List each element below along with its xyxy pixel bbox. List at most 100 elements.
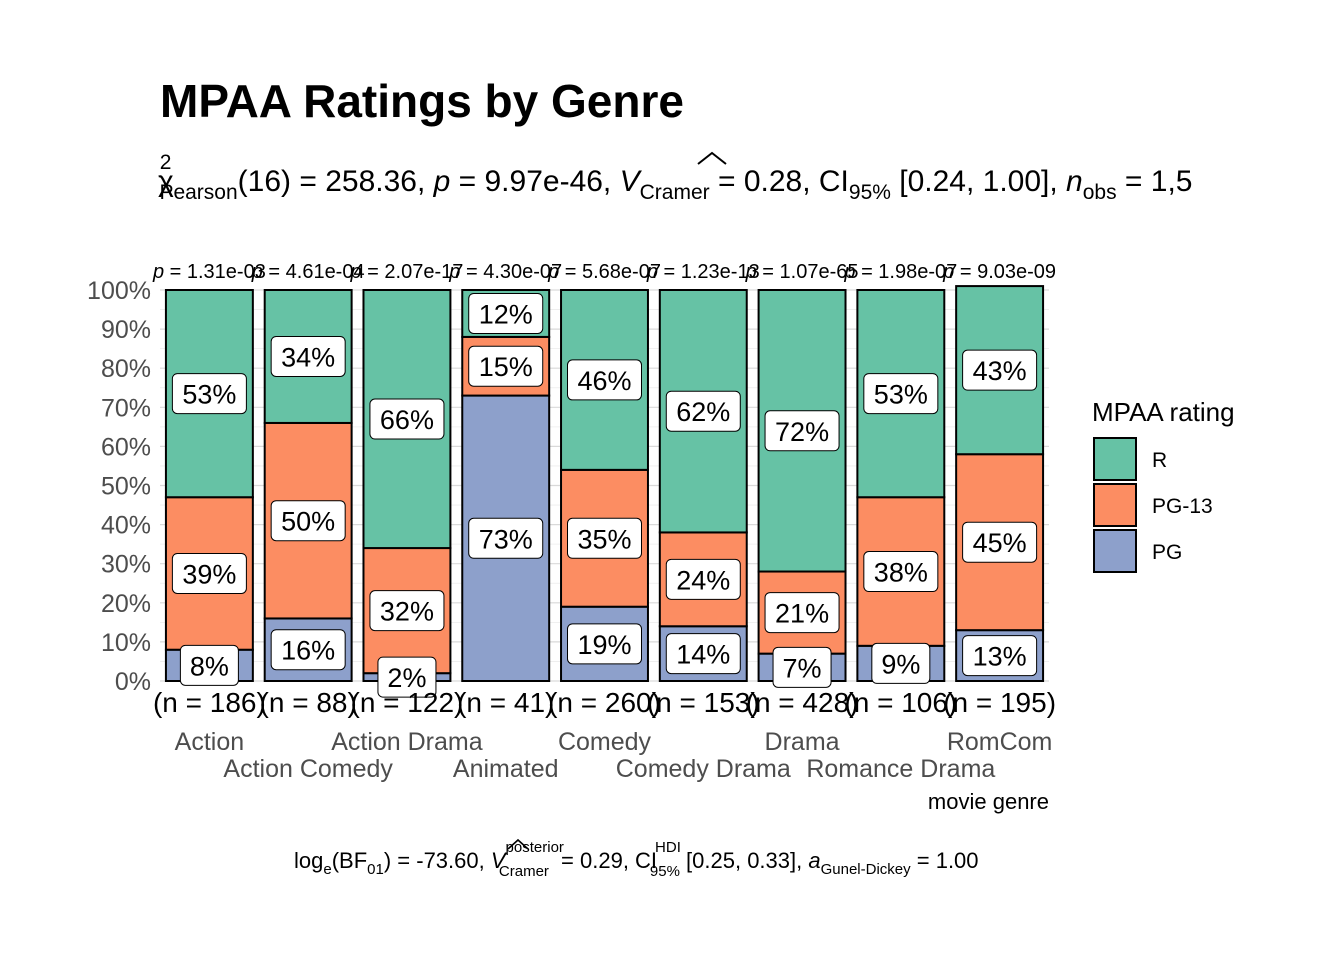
data-label: 53%	[874, 380, 928, 410]
data-label: 14%	[676, 640, 730, 670]
n-value: = 1,5	[1117, 165, 1193, 198]
bars: 8% 39% 53% 16% 50% 34% 2% 32% 66% 73% 15% 12% 19% 35%…	[164, 285, 1045, 698]
subtitle-text: χ2 Pearson(16) = 258.36, p = 9.97e-46, VC…	[158, 151, 1193, 204]
x-tick-label: Action	[175, 728, 244, 756]
p-label-value: = 9.03e-09	[954, 261, 1056, 283]
v-superscript: posterior	[506, 839, 564, 856]
chi-statistic: (16) = 258.36,	[238, 165, 434, 198]
y-tick-label: 40%	[101, 512, 151, 540]
legend-swatch	[1093, 529, 1137, 573]
count-label: (n = 88)	[260, 687, 357, 718]
v-value: = 0.29, CI	[555, 848, 657, 873]
p-value-label: p = 4.30e-07	[448, 261, 562, 283]
data-label-box	[369, 590, 445, 632]
data-label-box	[962, 521, 1038, 563]
legend-swatch	[1093, 437, 1137, 481]
data-label: 32%	[380, 597, 434, 627]
chi-symbol: χ	[158, 165, 174, 198]
p-symbol: p	[433, 165, 451, 198]
y-tick-label: 50%	[101, 473, 151, 501]
v-subscript: Cramer	[499, 863, 549, 880]
data-label-box	[369, 398, 445, 440]
data-label-box	[863, 551, 939, 593]
data-label-box	[270, 500, 346, 542]
p-label-value: = 1.31e-03	[164, 261, 266, 283]
data-label: 45%	[973, 528, 1027, 558]
p-label-value: = 2.07e-17	[362, 261, 464, 283]
p-value-label: p = 2.07e-17	[350, 261, 464, 283]
bf-value: ) = -73.60,	[384, 848, 491, 873]
x-tick-label: Action Comedy	[223, 755, 393, 783]
data-label-box	[171, 552, 247, 594]
legend-swatch	[1093, 483, 1137, 527]
p-value-label: p = 5.68e-07	[547, 261, 661, 283]
y-tick-label: 100%	[87, 277, 151, 305]
data-label-box	[270, 335, 346, 377]
data-label: 12%	[479, 299, 533, 329]
p-label-value: = 1.07e-65	[757, 261, 859, 283]
data-label-box	[962, 635, 1038, 677]
data-label: 34%	[281, 342, 335, 372]
chi-subscript: Pearson	[159, 181, 237, 204]
caption-text: loge(BF01) = -73.60, Vposterior Cramer = …	[294, 839, 979, 880]
x-tick-label: Romance Drama	[806, 755, 995, 783]
y-tick-label: 30%	[101, 551, 151, 579]
y-tick-label: 10%	[101, 629, 151, 657]
n-symbol: n	[1066, 165, 1083, 198]
data-label: 19%	[577, 630, 631, 660]
data-label-box	[665, 558, 741, 600]
chart-caption: loge(BF01) = -73.60, Vposterior Cramer = …	[294, 838, 979, 880]
data-label: 16%	[281, 636, 335, 666]
x-tick-label: Action Drama	[331, 728, 483, 756]
p-label-value: = 1.98e-07	[856, 261, 958, 283]
data-label: 24%	[676, 565, 730, 595]
x-axis-title: movie genre	[928, 789, 1049, 814]
count-label: (n = 195)	[943, 687, 1056, 718]
p-label-symbol: p	[251, 261, 263, 283]
p-label-symbol: p	[745, 261, 757, 283]
count-label: (n = 186)	[153, 687, 266, 718]
data-label-box	[468, 345, 544, 387]
x-tick-label: RomCom	[947, 728, 1053, 756]
p-label-symbol: p	[843, 261, 855, 283]
data-label-box	[468, 517, 544, 559]
v-value: = 0.28, CI	[710, 165, 849, 198]
data-label-box	[665, 390, 741, 432]
legend-label: R	[1152, 449, 1167, 472]
ci-value: [0.25, 0.33],	[680, 848, 808, 873]
data-label: 73%	[479, 524, 533, 554]
x-tick-label: Animated	[453, 755, 559, 783]
data-label: 15%	[479, 352, 533, 382]
y-tick-label: 90%	[101, 316, 151, 344]
data-label: 66%	[380, 405, 434, 435]
data-label: 39%	[182, 559, 236, 589]
count-label: (n = 41)	[457, 687, 554, 718]
legend-label: PG-13	[1152, 495, 1213, 518]
p-label-symbol: p	[547, 261, 559, 283]
p-value-label: p = 1.31e-03	[152, 261, 266, 283]
count-label: (n = 122)	[351, 687, 464, 718]
y-axis: 0% 10% 20% 30% 40% 50% 60% 70% 80% 90% 100%	[87, 277, 151, 696]
ci-value: [0.24, 1.00],	[891, 165, 1066, 198]
x-axis: (n = 186)(n = 88)(n = 122)(n = 41)(n = 2…	[153, 687, 1056, 783]
data-label: 9%	[881, 649, 920, 679]
p-value-label: p = 4.61e-04	[251, 261, 365, 283]
ci-subscript: 95%	[650, 863, 680, 880]
log-subscript: e	[323, 861, 331, 878]
data-label-box	[962, 349, 1038, 391]
p-label-symbol: p	[942, 261, 954, 283]
data-label: 46%	[577, 366, 631, 396]
data-label-box	[377, 656, 437, 698]
data-label: 43%	[973, 356, 1027, 386]
a-subscript: Gunel-Dickey	[821, 861, 912, 878]
data-label-box	[772, 646, 832, 688]
bf-text: (BF	[332, 848, 367, 873]
p-label-symbol: p	[646, 261, 658, 283]
count-label: (n = 153)	[647, 687, 760, 718]
chi-superscript: 2	[160, 151, 172, 174]
data-label-box	[665, 633, 741, 675]
v-subscript: Cramer	[640, 181, 710, 204]
data-label-box	[567, 517, 642, 559]
legend: MPAA rating R PG-13 PG	[1092, 397, 1235, 573]
